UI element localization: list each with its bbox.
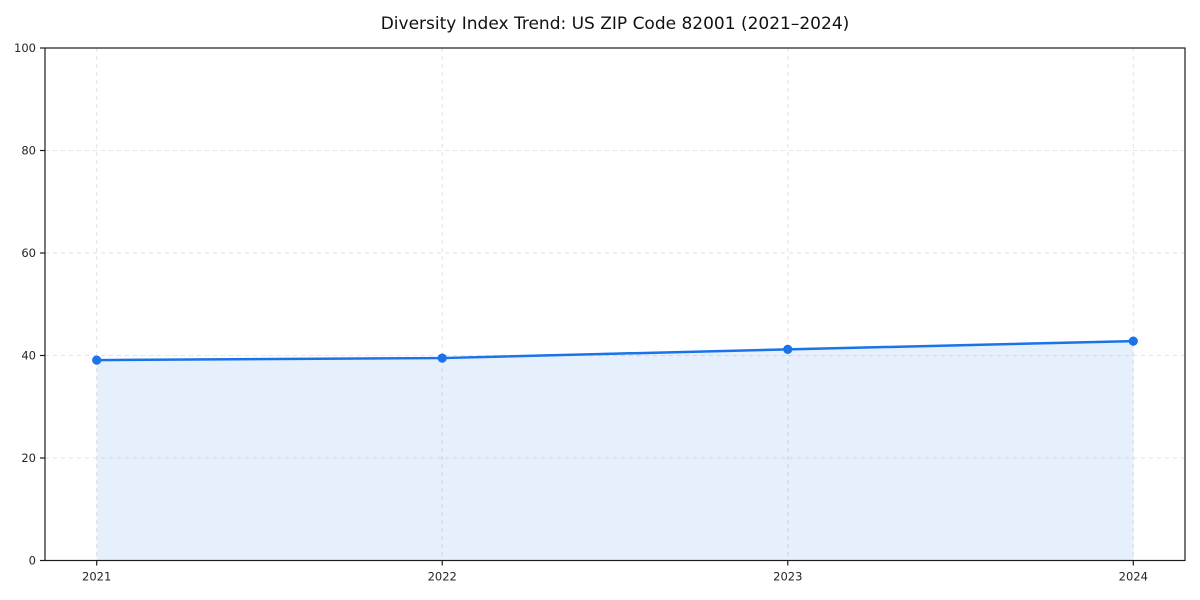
- x-tick-label: 2021: [82, 570, 111, 584]
- y-tick-label: 100: [14, 41, 36, 55]
- y-tick-label: 80: [21, 144, 36, 158]
- x-tick-label: 2024: [1119, 570, 1148, 584]
- y-tick-label: 60: [21, 246, 36, 260]
- data-point-marker: [1128, 336, 1138, 346]
- data-point-marker: [783, 344, 793, 354]
- y-tick-label: 20: [21, 451, 36, 465]
- y-tick-label: 40: [21, 349, 36, 363]
- y-tick-label: 0: [29, 554, 36, 568]
- area-fill: [96, 341, 1134, 561]
- data-point-marker: [437, 353, 447, 363]
- chart-title: Diversity Index Trend: US ZIP Code 82001…: [380, 14, 850, 34]
- data-point-marker: [92, 355, 102, 365]
- x-tick-label: 2023: [773, 570, 802, 584]
- plot-spines: [44, 47, 1186, 562]
- trend-line: [95, 339, 1135, 362]
- x-tick-label: 2022: [428, 570, 457, 584]
